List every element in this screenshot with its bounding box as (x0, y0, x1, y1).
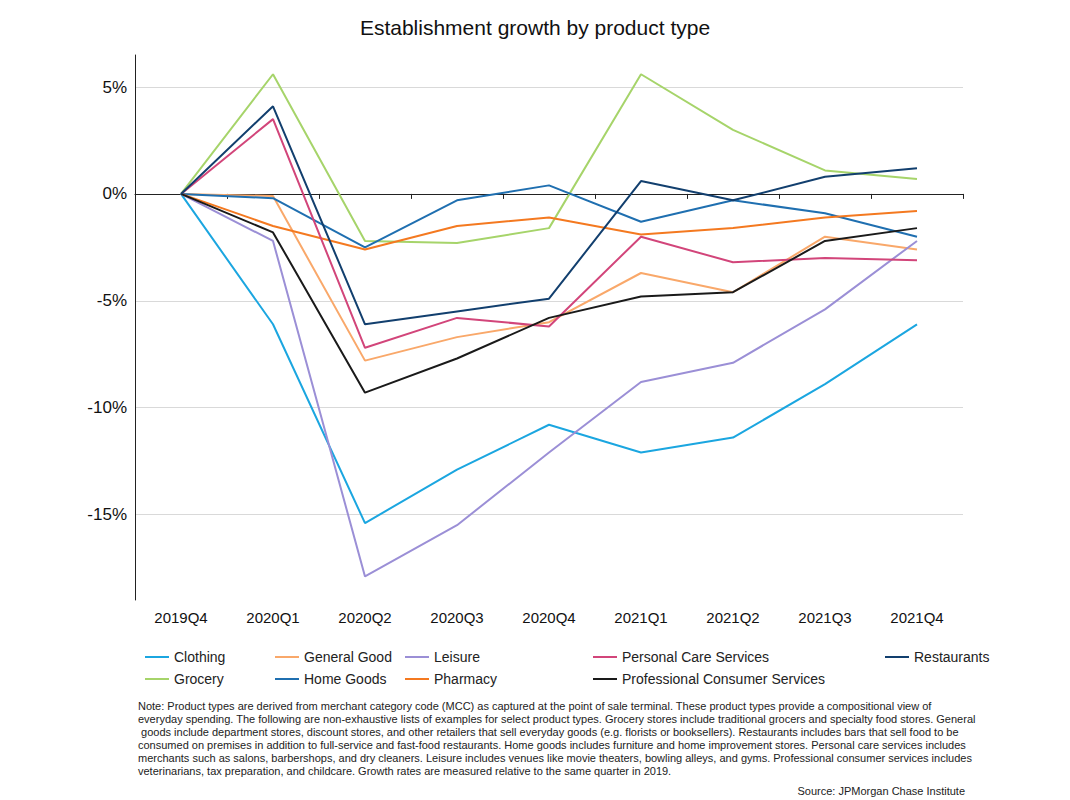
svg-text:Source: JPMorgan Chase Institu: Source: JPMorgan Chase Institute (797, 785, 965, 797)
svg-text:2020Q3: 2020Q3 (430, 609, 483, 626)
svg-text:goods include department store: goods include department stores, discoun… (138, 726, 962, 738)
svg-text:Professional Consumer Services: Professional Consumer Services (622, 671, 825, 687)
svg-text:Grocery: Grocery (174, 671, 224, 687)
svg-text:Leisure: Leisure (434, 649, 480, 665)
svg-text:Restaurants: Restaurants (914, 649, 989, 665)
svg-text:2019Q4: 2019Q4 (154, 609, 207, 626)
svg-text:2020Q1: 2020Q1 (246, 609, 299, 626)
svg-text:Clothing: Clothing (174, 649, 225, 665)
svg-text:-5%: -5% (97, 291, 127, 310)
svg-text:2021Q2: 2021Q2 (706, 609, 759, 626)
svg-text:veterinarians, tax preparation: veterinarians, tax preparation, and chil… (138, 765, 671, 777)
svg-text:everyday spending. The followi: everyday spending. The following are non… (138, 713, 975, 725)
svg-text:2021Q3: 2021Q3 (798, 609, 851, 626)
svg-text:consumed on premises in additi: consumed on premises in addition to full… (138, 739, 969, 751)
svg-text:Note: Product types are derive: Note: Product types are derived from mer… (138, 700, 934, 712)
svg-text:Establishment growth by produc: Establishment growth by product type (360, 16, 710, 39)
svg-text:Home Goods: Home Goods (304, 671, 386, 687)
svg-text:2020Q4: 2020Q4 (522, 609, 575, 626)
svg-text:Pharmacy: Pharmacy (434, 671, 497, 687)
svg-text:2021Q4: 2021Q4 (890, 609, 943, 626)
svg-text:-15%: -15% (87, 505, 127, 524)
svg-text:General Good: General Good (304, 649, 392, 665)
svg-text:2020Q2: 2020Q2 (338, 609, 391, 626)
svg-text:0%: 0% (102, 184, 127, 203)
svg-text:Personal Care Services: Personal Care Services (622, 649, 769, 665)
svg-text:2021Q1: 2021Q1 (614, 609, 667, 626)
svg-text:5%: 5% (102, 78, 127, 97)
svg-text:-10%: -10% (87, 398, 127, 417)
svg-text:merchants such as salons, barb: merchants such as salons, barbershops, a… (138, 752, 975, 764)
